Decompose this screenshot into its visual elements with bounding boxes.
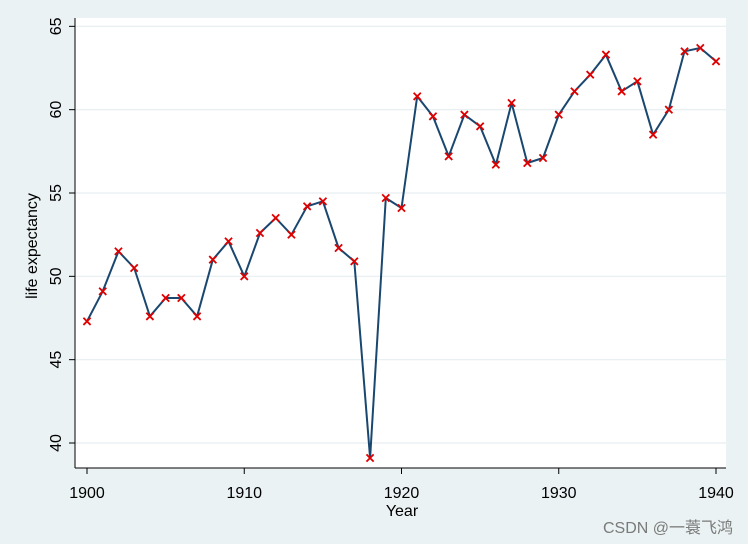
x-tick-label: 1930 — [541, 485, 577, 502]
data-point — [696, 43, 705, 53]
x-tick-label: 1910 — [226, 485, 262, 502]
x-tick-label: 1900 — [69, 485, 105, 502]
data-point — [428, 112, 438, 121]
data-point — [224, 237, 233, 246]
data-point — [255, 228, 265, 238]
data-point — [129, 263, 139, 273]
watermark: CSDN @一蓑飞鸿 — [603, 519, 733, 537]
data-point — [664, 105, 674, 114]
x-axis-title: Year — [386, 503, 419, 520]
data-point — [208, 255, 218, 264]
data-point — [475, 122, 485, 131]
data-point — [491, 160, 501, 169]
y-tick-label: 50 — [48, 267, 65, 285]
data-point — [538, 153, 548, 163]
y-tick-label: 60 — [48, 101, 65, 119]
data-point — [601, 50, 611, 59]
data-point — [350, 257, 359, 266]
data-point — [633, 77, 642, 86]
data-point — [397, 203, 406, 213]
data-point — [523, 158, 532, 168]
data-point — [570, 87, 579, 96]
y-tick-label: 55 — [48, 184, 65, 202]
data-point — [161, 293, 170, 303]
data-point — [617, 87, 626, 96]
data-point — [648, 130, 658, 139]
data-point — [507, 98, 516, 108]
data-point — [554, 110, 563, 119]
data-point — [271, 213, 280, 223]
data-point — [318, 197, 328, 206]
y-tick-label: 45 — [48, 351, 65, 369]
data-point — [82, 317, 92, 326]
data-markers — [82, 43, 721, 463]
data-point — [365, 453, 375, 463]
data-point — [98, 287, 107, 296]
data-point — [192, 312, 202, 321]
data-point — [585, 70, 595, 79]
y-axis-title: life expectancy — [24, 193, 41, 299]
data-point — [240, 272, 249, 281]
x-tick-label: 1940 — [698, 485, 734, 502]
plot-area — [75, 18, 726, 468]
data-point — [460, 110, 469, 119]
data-point — [287, 230, 296, 239]
data-point — [334, 243, 343, 253]
data-point — [444, 152, 453, 161]
data-point — [381, 193, 391, 203]
data-point — [302, 202, 312, 211]
gridlines — [75, 25, 726, 444]
data-point — [177, 293, 186, 303]
data-point — [114, 247, 123, 256]
x-tick-label: 1920 — [384, 485, 420, 502]
data-point — [711, 57, 721, 66]
data-point — [145, 312, 155, 321]
y-axis: 40 45 50 55 60 65 — [48, 17, 75, 452]
y-tick-label: 40 — [48, 434, 65, 452]
y-tick-label: 65 — [48, 17, 65, 35]
x-axis: 1900 1910 1920 1930 1940 — [69, 468, 734, 502]
data-point — [412, 92, 422, 101]
data-point — [680, 47, 689, 56]
